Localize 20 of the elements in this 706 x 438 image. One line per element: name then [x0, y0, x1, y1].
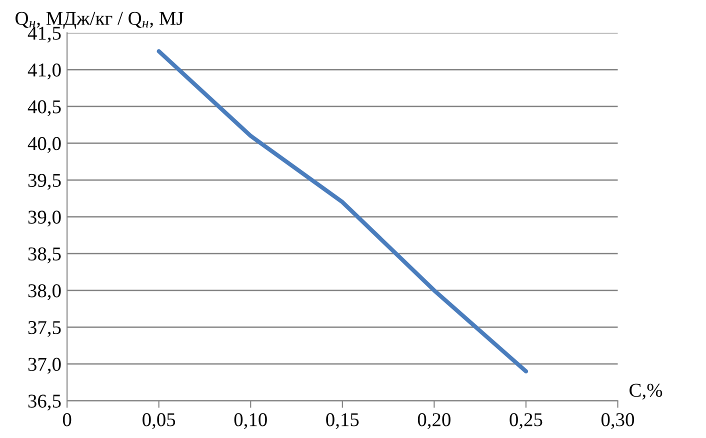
y-tick-label: 38,0: [28, 284, 61, 300]
x-tick-label: 0,10: [234, 413, 267, 430]
y-tick-label: 40,5: [28, 100, 61, 116]
x-tick-label: 0: [62, 413, 72, 426]
y-tick-label: 41,0: [28, 63, 61, 80]
y-tick-label: 37,5: [28, 321, 61, 337]
y-tick-label: 41,5: [28, 26, 61, 43]
x-tick-label: 0,25: [510, 413, 542, 430]
x-axis-title: C,%: [630, 384, 662, 400]
y-tick-label: 40,0: [28, 137, 61, 153]
x-tick-label: 0,30: [601, 413, 634, 430]
x-tick-label: 0,15: [326, 413, 359, 430]
y-tick-label: 37,0: [28, 358, 61, 374]
x-tick-label: 0,20: [418, 413, 450, 430]
y-tick-label: 39,5: [28, 174, 61, 190]
line-series: [156, 49, 528, 374]
y-tick-label: 36,5: [28, 394, 61, 411]
y-tick-label: 39,0: [28, 210, 61, 227]
x-tick-label: 0,05: [142, 413, 176, 430]
y-tick-label: 38,5: [28, 247, 61, 264]
